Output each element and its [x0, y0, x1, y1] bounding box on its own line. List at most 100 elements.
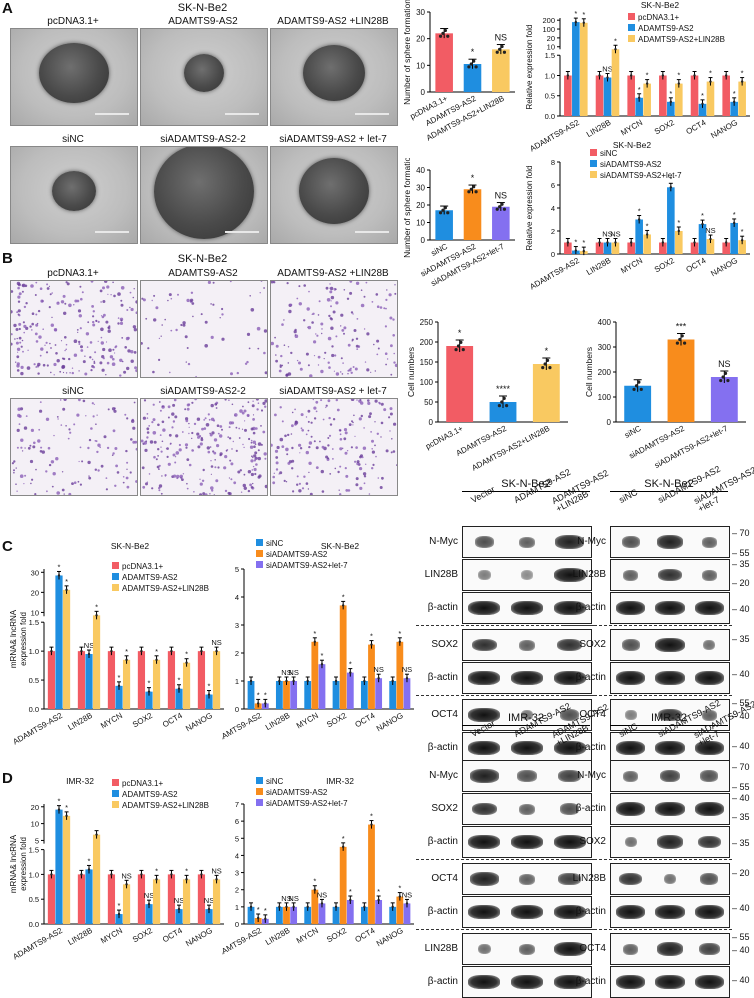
cell-dot	[231, 448, 233, 450]
cell-dot	[390, 451, 393, 454]
mw-marker: – 40	[732, 945, 750, 955]
blot-strip	[462, 863, 592, 895]
cell-dot	[361, 456, 364, 459]
cell-dot	[24, 447, 26, 449]
data-point	[566, 241, 570, 244]
bar	[247, 906, 255, 924]
bar	[706, 239, 715, 254]
bar	[492, 49, 510, 92]
cell-dot	[90, 427, 93, 430]
data-point	[469, 187, 473, 191]
cell-dot	[129, 471, 132, 474]
y-tick-label: 0	[421, 88, 426, 97]
significance-label: *	[257, 690, 260, 699]
cell-dot	[330, 326, 334, 330]
cell-dot	[299, 367, 303, 371]
cell-dot	[152, 418, 156, 422]
cell-dot	[181, 431, 184, 433]
cell-dot	[209, 446, 212, 448]
bar	[85, 654, 93, 709]
blot-band	[553, 671, 586, 685]
cell-dot	[61, 471, 64, 473]
cell-dot	[124, 413, 127, 416]
cell-dot	[188, 426, 190, 428]
bar	[643, 234, 651, 254]
cell-dot	[180, 323, 183, 327]
chart-title: SK-N-Be2	[641, 0, 680, 10]
bar	[389, 906, 397, 924]
cell-dot	[243, 409, 247, 413]
cell-dot	[73, 423, 76, 426]
bar	[290, 906, 298, 924]
bar	[137, 651, 146, 709]
cell-dot	[147, 347, 150, 350]
mw-marker: – 55	[732, 698, 750, 708]
data-point	[677, 82, 681, 85]
blot-band	[664, 873, 676, 885]
data-point	[117, 912, 121, 916]
cell-dot	[211, 431, 215, 435]
y-tick-label: 30	[416, 8, 425, 17]
cell-dot	[308, 290, 310, 293]
bar	[360, 906, 368, 924]
cell-dot	[210, 486, 214, 490]
cell-dot	[338, 489, 340, 491]
cell-dot	[71, 482, 74, 485]
data-point	[200, 649, 203, 653]
bar	[212, 651, 221, 709]
y-tick-label: 0	[429, 418, 434, 427]
cell-dot	[31, 322, 34, 326]
y-tick-label: 200	[542, 16, 555, 25]
bar	[137, 874, 146, 924]
bar	[611, 242, 620, 254]
significance-label: *	[701, 91, 704, 100]
cell-dot	[365, 281, 368, 284]
cell-dot	[379, 486, 383, 489]
cell-dot	[161, 420, 165, 424]
data-point	[724, 74, 728, 77]
cell-dot	[38, 335, 42, 339]
cell-dot	[48, 306, 51, 309]
cell-dot	[237, 470, 241, 474]
cell-dot	[346, 450, 349, 452]
cell-dot	[257, 456, 261, 461]
cell-dot	[275, 468, 279, 471]
blot-title-rule	[462, 491, 590, 492]
y-tick-label: 0	[421, 236, 426, 245]
cell-dot	[130, 438, 133, 441]
blot-band	[656, 535, 684, 549]
significance-label: *	[677, 71, 680, 80]
cell-dot	[371, 301, 374, 303]
cell-dot	[170, 297, 173, 300]
cell-dot	[77, 480, 80, 483]
cell-dot	[339, 433, 342, 436]
cell-dot	[16, 446, 19, 449]
cell-dot	[191, 401, 194, 404]
mw-marker: – 40	[732, 711, 750, 721]
cell-dot	[117, 322, 120, 325]
data-point	[292, 905, 295, 909]
cell-dot	[253, 454, 257, 458]
cell-dot	[324, 351, 327, 354]
blot-strip	[462, 793, 592, 825]
y-tick-label: 20	[547, 34, 555, 43]
significance-label: *	[709, 69, 712, 78]
significance-label: *	[646, 221, 649, 230]
mw-marker: – 40	[732, 903, 750, 913]
cell-dot	[23, 324, 27, 328]
cell-dot	[308, 471, 310, 474]
cell-dot	[53, 374, 55, 376]
cell-dot	[334, 354, 337, 357]
cell-dot	[121, 337, 124, 339]
cell-dot	[212, 450, 215, 453]
blot-strip	[610, 760, 730, 792]
cell-dot	[145, 482, 148, 486]
cell-dot	[178, 443, 181, 447]
legend-swatch	[590, 160, 597, 167]
cell-dot	[46, 490, 48, 493]
cell-dot	[310, 435, 313, 438]
cell-dot	[41, 450, 45, 454]
blot-row-label: β-actin	[575, 976, 606, 987]
cell-dot	[344, 467, 347, 470]
blot-divider	[564, 859, 732, 860]
